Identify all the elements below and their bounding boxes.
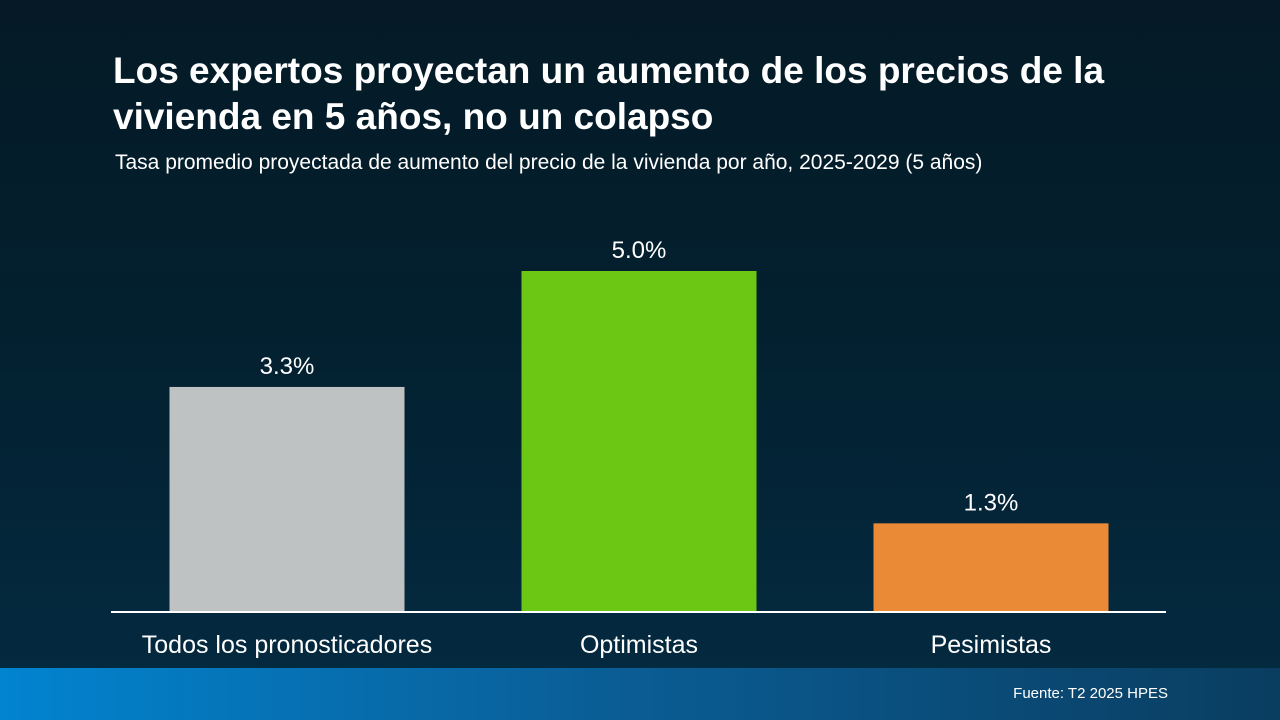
data-label-2: 1.3% [964, 489, 1019, 516]
bar-1 [521, 271, 757, 612]
chart-subtitle: Tasa promedio proyectada de aumento del … [115, 151, 983, 174]
source-note: Fuente: T2 2025 HPES [1013, 685, 1168, 702]
bar-0 [169, 386, 405, 612]
category-label-0: Todos los pronosticadores [142, 631, 432, 659]
data-label-1: 5.0% [612, 237, 667, 264]
bar-chart: 3.3% Todos los pronosticadores 5.0% Optimis… [142, 237, 1109, 659]
data-label-0: 3.3% [260, 353, 315, 380]
category-label-1: Optimistas [580, 631, 698, 659]
category-label-2: Pesimistas [931, 631, 1052, 659]
chart-title: Los expertos proyectan un aumento de los… [113, 50, 1105, 137]
footer-bar: Fuente: T2 2025 HPES [0, 668, 1280, 720]
bar-2 [873, 523, 1109, 612]
